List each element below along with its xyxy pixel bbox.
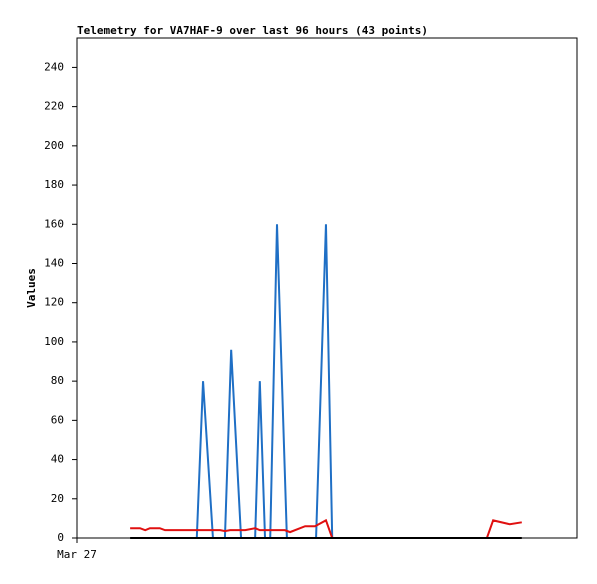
y-tick-label: 120	[44, 296, 64, 309]
y-tick-label: 40	[51, 453, 64, 466]
y-axis-label: Values	[25, 268, 38, 308]
y-tick-label: 0	[57, 531, 64, 544]
y-tick-label: 200	[44, 139, 64, 152]
x-tick-label: Mar 27	[57, 548, 97, 561]
y-tick-label: 60	[51, 413, 64, 426]
data-line	[195, 224, 334, 539]
y-tick-label: 240	[44, 60, 64, 73]
chart-title: Telemetry for VA7HAF-9 over last 96 hour…	[77, 24, 428, 37]
y-tick-label: 180	[44, 178, 64, 191]
y-tick-label: 20	[51, 492, 64, 505]
y-tick-label: 220	[44, 100, 64, 113]
data-line	[130, 518, 522, 539]
y-tick-label: 160	[44, 217, 64, 230]
y-tick-label: 80	[51, 374, 64, 387]
y-tick-label: 140	[44, 256, 64, 269]
y-tick-label: 100	[44, 335, 64, 348]
